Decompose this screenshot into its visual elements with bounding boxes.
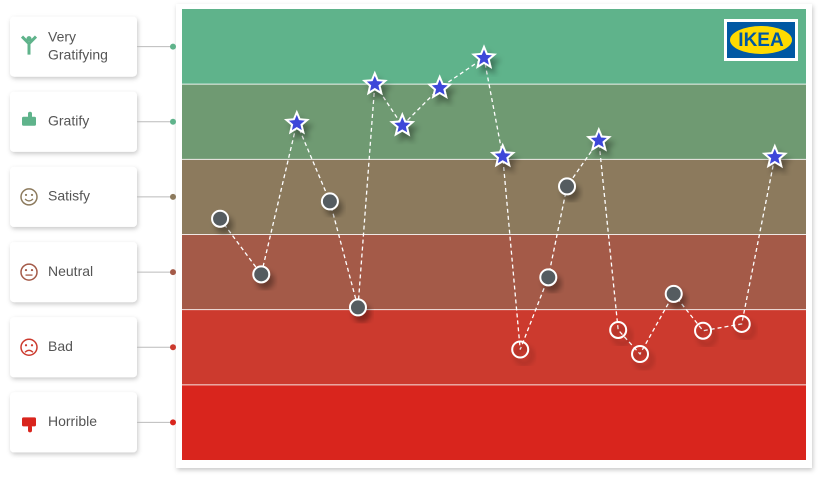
level-label: Very Gratifying: [48, 28, 108, 62]
card-box: [10, 242, 137, 303]
face-icon: [30, 268, 34, 272]
level-card: Bad: [10, 317, 176, 378]
star-point: [471, 44, 498, 69]
face-icon: [20, 263, 38, 281]
level-card: Satisfy: [10, 166, 176, 227]
star-point: [489, 142, 516, 168]
connector-dot: [170, 118, 176, 125]
face-icon: [24, 344, 28, 347]
point: [609, 320, 628, 339]
thumb-icon: [22, 116, 36, 126]
star-point: [283, 109, 310, 135]
point: [511, 340, 530, 359]
connector-dot: [170, 344, 176, 351]
level-band: [182, 234, 806, 310]
point: [211, 209, 230, 228]
face-icon: [24, 193, 28, 197]
point: [252, 265, 271, 284]
thumb-icon: [22, 417, 36, 427]
logo-oval: [730, 26, 792, 54]
card-box: [10, 392, 137, 453]
journey-line: [219, 56, 776, 356]
card-box: [10, 317, 137, 378]
point: [539, 268, 558, 287]
level-label: Satisfy: [48, 188, 90, 204]
face-icon: [24, 268, 28, 272]
person-icon: [20, 35, 38, 55]
point: [348, 298, 367, 317]
face-icon: [24, 349, 34, 353]
face-icon: [20, 188, 38, 206]
point: [694, 321, 713, 340]
point: [732, 314, 751, 333]
card-box: [10, 16, 137, 77]
person-icon: [26, 36, 32, 42]
level-band: [182, 384, 806, 460]
point: [664, 284, 683, 303]
face-icon: [20, 338, 38, 356]
card-box: [10, 91, 137, 152]
star-point: [361, 70, 388, 96]
connector-dot: [170, 269, 176, 276]
connector-dot: [170, 43, 176, 50]
level-band: [182, 9, 806, 85]
level-label: Neutral: [48, 263, 93, 279]
connector-dot: [170, 419, 176, 426]
level-card: Neutral: [10, 242, 176, 303]
level-card: Gratify: [10, 91, 176, 152]
face-icon: [30, 344, 34, 347]
connector-dot: [170, 193, 176, 200]
level-label: Horrible: [48, 413, 97, 429]
point: [320, 192, 339, 211]
logo-text: IKEA: [738, 30, 784, 51]
point: [631, 345, 650, 364]
thumb-icon: [28, 111, 32, 119]
star-point: [585, 126, 612, 152]
point: [558, 177, 577, 196]
card-box: [10, 166, 137, 227]
face-icon: [24, 198, 34, 202]
level-card: Horrible: [10, 392, 176, 453]
level-label: Gratify: [48, 112, 89, 128]
level-band: [182, 159, 806, 235]
level-card: Very Gratifying: [10, 16, 176, 77]
star-point: [426, 74, 453, 99]
face-icon: [30, 193, 34, 197]
star-point: [389, 111, 416, 137]
level-label: Bad: [48, 338, 73, 354]
level-band: [182, 84, 806, 160]
star-point: [761, 143, 788, 169]
thumb-icon: [28, 425, 32, 433]
level-band: [182, 309, 806, 385]
